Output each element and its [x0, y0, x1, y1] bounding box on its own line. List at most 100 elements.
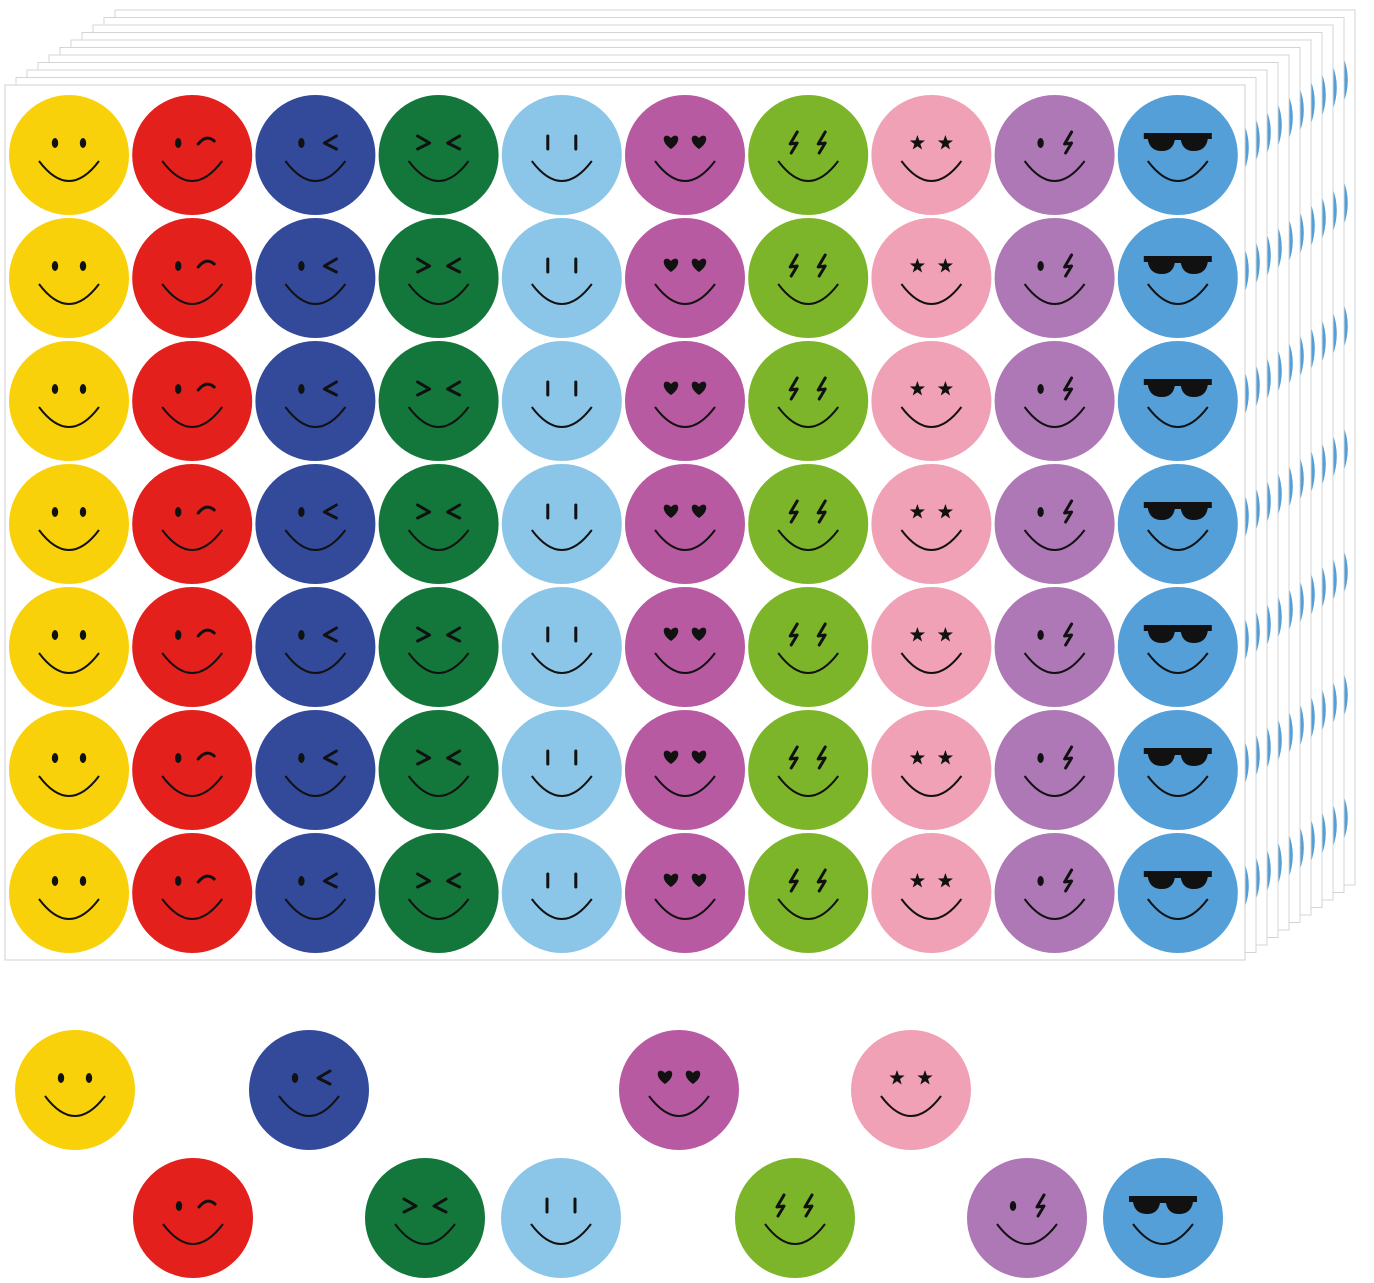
eye	[79, 753, 87, 763]
sticker	[994, 95, 1115, 215]
sticker	[1117, 833, 1238, 953]
sticker	[255, 464, 376, 584]
eye-wink	[196, 874, 216, 884]
sticker-disc	[255, 710, 376, 830]
sticker-disc	[501, 1158, 621, 1278]
eye-bolt	[788, 499, 799, 524]
sticker-disc	[132, 587, 253, 707]
smile	[996, 1223, 1058, 1245]
sticker-disc	[501, 464, 622, 584]
sticker	[871, 833, 992, 953]
sticker	[1117, 341, 1238, 461]
sunglasses	[1143, 379, 1212, 397]
smile	[531, 529, 593, 551]
sticker-disc	[378, 95, 499, 215]
sticker	[9, 710, 129, 830]
smile	[284, 283, 347, 305]
smile	[161, 529, 223, 551]
sticker-disc	[748, 218, 869, 338]
sticker	[15, 1030, 135, 1150]
eye	[175, 630, 182, 640]
sticker-disc	[501, 833, 622, 953]
sunglasses	[1143, 133, 1212, 151]
smile	[407, 775, 470, 797]
sticker	[871, 95, 992, 215]
eye-heart	[663, 504, 679, 518]
smile	[900, 283, 963, 305]
eye-bolt	[1063, 868, 1074, 893]
eye-star	[909, 504, 925, 519]
sticker-disc	[132, 341, 253, 461]
sticker-disc	[748, 95, 869, 215]
smile	[531, 775, 593, 797]
sticker	[748, 833, 869, 953]
sticker	[132, 218, 253, 338]
sticker	[132, 587, 253, 707]
eye-star	[937, 627, 953, 642]
eye-heart	[663, 381, 679, 395]
eye	[1037, 507, 1044, 517]
smile	[654, 160, 716, 182]
smile	[900, 529, 963, 551]
eye-heart	[691, 504, 707, 518]
eye-heart	[691, 381, 707, 395]
smile	[777, 283, 839, 305]
eye-bolt	[1063, 499, 1074, 524]
sticker	[748, 710, 869, 830]
eye-bolt	[1035, 1193, 1046, 1218]
eye-bolt	[1063, 376, 1074, 401]
sticker	[871, 341, 992, 461]
sticker-disc	[625, 710, 745, 830]
smile	[161, 898, 223, 920]
sticker	[501, 1158, 621, 1278]
smile	[654, 898, 716, 920]
sticker	[132, 341, 253, 461]
smile	[1023, 652, 1086, 674]
sticker	[625, 710, 745, 830]
smile	[162, 1223, 224, 1245]
eye-star	[909, 381, 925, 396]
eye-wink	[196, 628, 216, 638]
smile	[407, 652, 470, 674]
sticker	[501, 833, 622, 953]
sticker-disc	[871, 341, 992, 461]
smile	[1147, 775, 1209, 797]
sticker	[994, 464, 1115, 584]
eye	[175, 384, 182, 394]
sticker-disc	[9, 710, 129, 830]
eye-heart	[663, 627, 679, 641]
smile	[530, 1223, 592, 1245]
eye-squint	[446, 626, 462, 643]
smile	[900, 652, 963, 674]
smile	[777, 775, 839, 797]
sticker	[378, 341, 499, 461]
sticker-disc	[994, 464, 1115, 584]
sticker-disc	[871, 464, 992, 584]
sticker	[994, 833, 1115, 953]
sticker-disc	[871, 710, 992, 830]
smile	[880, 1095, 942, 1117]
smile	[777, 406, 839, 428]
eye-squint	[446, 380, 462, 397]
eye	[1037, 261, 1044, 271]
eye-star	[909, 750, 925, 765]
eye-bolt	[1063, 253, 1074, 278]
sticker-disc	[1117, 95, 1238, 215]
sticker-disc	[1103, 1158, 1223, 1278]
sticker	[501, 95, 622, 215]
eye-heart	[691, 750, 707, 764]
eye	[298, 876, 305, 886]
sticker-disc	[994, 95, 1115, 215]
eye	[79, 261, 87, 271]
smile	[1147, 160, 1209, 182]
eye	[1037, 630, 1044, 640]
smile	[284, 898, 347, 920]
eye	[1037, 384, 1044, 394]
eye-squint	[322, 626, 338, 643]
sticker	[967, 1158, 1087, 1278]
eye-heart	[657, 1070, 673, 1084]
smile	[161, 283, 223, 305]
sticker-disc	[9, 587, 129, 707]
eye-squint	[446, 872, 462, 889]
